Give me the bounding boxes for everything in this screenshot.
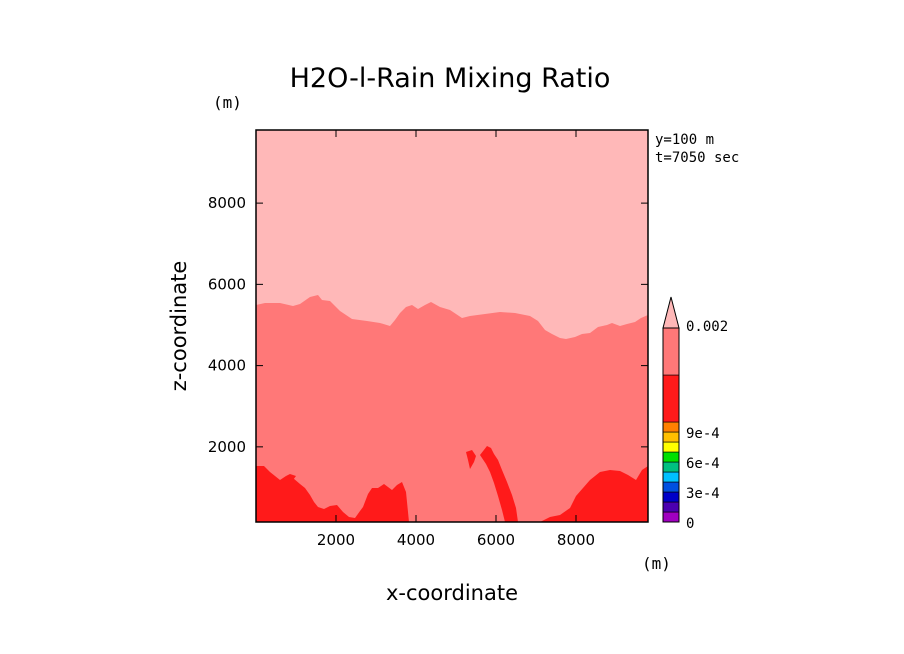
region-mid-salmon	[256, 295, 648, 522]
x-unit-label: (m)	[642, 554, 671, 573]
region-low-red-center	[466, 450, 476, 469]
colorbar-segment	[662, 481, 680, 493]
region-low-red-spike	[480, 446, 518, 522]
plot-frame	[255, 129, 649, 523]
annotation-y: y=100 m	[655, 132, 714, 148]
colorbar-segment	[662, 491, 680, 503]
x-tick-label: 8000	[557, 531, 595, 549]
colorbar-label-9e-4: 9e-4	[686, 426, 720, 442]
y-tick-label: 4000	[208, 357, 246, 375]
region-low-red-left	[256, 466, 409, 522]
chart-title: H2O-l-Rain Mixing Ratio	[290, 63, 611, 94]
colorbar-segment	[662, 421, 680, 433]
colorbar-segment	[662, 327, 680, 376]
colorbar-segment	[662, 471, 680, 483]
colorbar: 0.002 9e-4 6e-4 3e-4 0	[662, 296, 728, 532]
colorbar-label-max: 0.002	[686, 319, 728, 335]
region-low-red-right	[540, 466, 648, 522]
colorbar-segment	[662, 501, 680, 513]
colorbar-segment	[662, 451, 680, 463]
annotation-time: t=7050 sec	[655, 150, 739, 166]
colorbar-label-zero: 0	[686, 516, 694, 532]
colorbar-segment	[662, 441, 680, 453]
plot-area	[255, 129, 649, 523]
x-tick-label: 4000	[397, 531, 435, 549]
x-tick-label: 2000	[317, 531, 355, 549]
y-axis-label: z-coordinate	[167, 261, 191, 392]
axis-ticks: 2000 4000 6000 8000 2000 4000 6000 8000	[208, 130, 648, 549]
x-tick-label: 6000	[477, 531, 515, 549]
y-tick-label: 6000	[208, 275, 246, 293]
x-axis-label: x-coordinate	[386, 581, 518, 605]
colorbar-segment	[662, 461, 680, 473]
y-tick-label: 8000	[208, 194, 246, 212]
colorbar-label-6e-4: 6e-4	[686, 456, 720, 472]
colorbar-extend-triangle	[662, 296, 680, 329]
colorbar-segment	[662, 511, 680, 523]
y-unit-label: (m)	[213, 93, 242, 112]
colorbar-segments	[662, 327, 680, 523]
colorbar-segment	[662, 431, 680, 443]
y-tick-label: 2000	[208, 438, 246, 456]
colorbar-frame	[662, 327, 680, 523]
colorbar-label-3e-4: 3e-4	[686, 486, 720, 502]
colorbar-segment	[662, 374, 680, 423]
region-low-red-notch	[286, 474, 296, 480]
